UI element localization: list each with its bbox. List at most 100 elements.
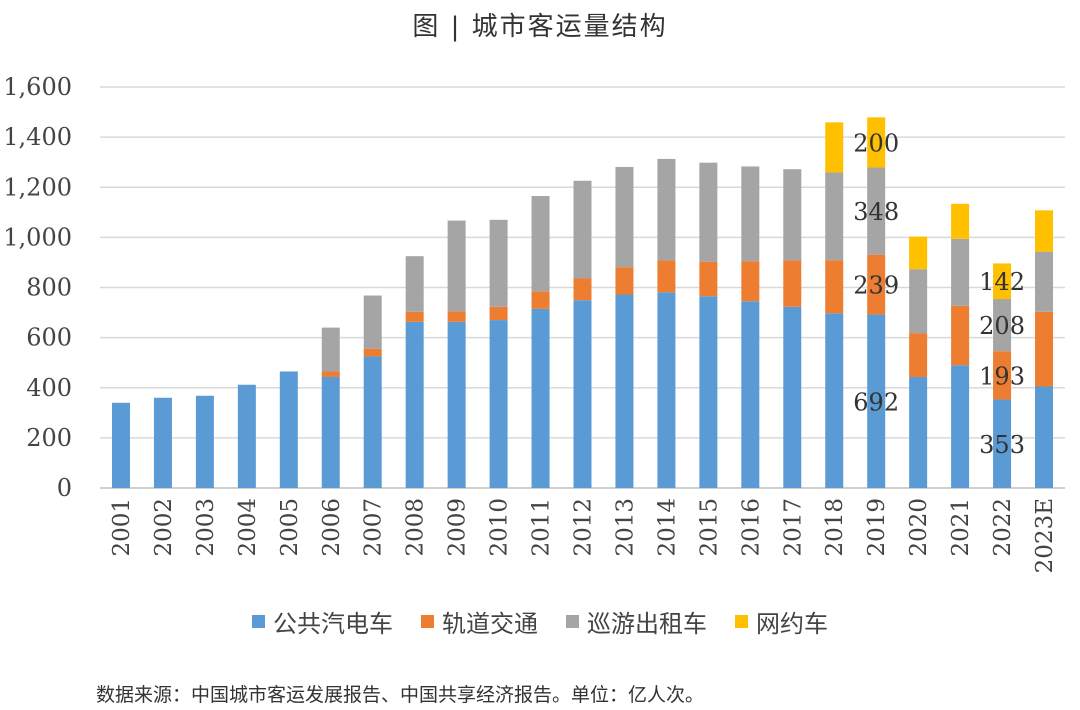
bar-segment-bus bbox=[867, 314, 886, 488]
bar-segment-rail bbox=[1035, 311, 1054, 387]
chart-title: 图 | 城市客运量结构 bbox=[412, 12, 668, 42]
data-label: 348 bbox=[853, 198, 899, 226]
x-tick-label: 2006 bbox=[319, 498, 345, 557]
bar-segment-rail bbox=[531, 291, 550, 309]
x-tick-label: 2004 bbox=[235, 498, 261, 557]
bar-segment-taxi bbox=[993, 299, 1012, 352]
bar-segment-bus bbox=[909, 376, 928, 488]
bar-segment-rail bbox=[615, 267, 634, 295]
y-tick-label: 800 bbox=[26, 274, 72, 302]
bar-segment-taxi bbox=[657, 158, 676, 261]
x-tick-label: 2018 bbox=[822, 498, 848, 557]
legend-item-ridehail: 网约车 bbox=[735, 604, 828, 639]
bar-segment-taxi bbox=[531, 196, 550, 292]
data-label: 193 bbox=[979, 362, 1025, 390]
data-label: 692 bbox=[853, 388, 899, 416]
x-tick-label: 2023E bbox=[1032, 498, 1058, 573]
data-label: 208 bbox=[979, 312, 1025, 340]
bar-segment-ridehail bbox=[1035, 210, 1054, 252]
bar-segment-taxi bbox=[867, 167, 886, 255]
bar-segment-bus bbox=[447, 321, 466, 488]
x-tick-label: 2012 bbox=[571, 498, 597, 557]
bar-segment-rail bbox=[741, 261, 760, 302]
bar-segment-rail bbox=[783, 260, 802, 307]
bar-segment-bus bbox=[615, 294, 634, 488]
bar-segment-rail bbox=[867, 254, 886, 315]
x-tick-label: 2017 bbox=[780, 498, 806, 557]
bar-segment-bus bbox=[195, 395, 214, 488]
y-tick-label: 1,400 bbox=[3, 123, 72, 151]
data-label: 142 bbox=[979, 268, 1025, 296]
data-label: 353 bbox=[979, 431, 1025, 459]
bar-segment-bus bbox=[153, 397, 172, 488]
bar-segment-taxi bbox=[489, 219, 508, 307]
legend-label-rail: 轨道交通 bbox=[442, 610, 538, 638]
bar-segment-rail bbox=[447, 311, 466, 322]
chart-legend: 公共汽电车 轨道交通 巡游出租车 网约车 bbox=[0, 604, 1080, 639]
bar-segment-bus bbox=[993, 399, 1012, 488]
y-tick-label: 400 bbox=[26, 374, 72, 402]
bar-segment-taxi bbox=[699, 162, 718, 262]
y-tick-label: 1,600 bbox=[3, 73, 72, 101]
data-label: 239 bbox=[853, 272, 899, 300]
bar-segment-bus bbox=[237, 384, 256, 488]
bar-segment-bus bbox=[573, 300, 592, 488]
bar-segment-rail bbox=[363, 348, 382, 357]
legend-swatch-ridehail bbox=[735, 615, 748, 628]
bar-segment-rail bbox=[573, 278, 592, 301]
bar-segment-taxi bbox=[405, 256, 424, 312]
bar-segment-ridehail bbox=[951, 203, 970, 239]
bar-segment-taxi bbox=[783, 169, 802, 261]
bar-segment-bus bbox=[321, 376, 340, 488]
bar-segment-bus bbox=[405, 321, 424, 488]
bar-segment-rail bbox=[657, 260, 676, 293]
bar-segment-taxi bbox=[909, 269, 928, 334]
bar-segment-taxi bbox=[363, 295, 382, 349]
bar-segment-bus bbox=[657, 292, 676, 488]
x-tick-label: 2016 bbox=[738, 498, 764, 557]
y-tick-label: 200 bbox=[26, 424, 72, 452]
bar-segment-taxi bbox=[825, 172, 844, 261]
legend-swatch-taxi bbox=[566, 615, 579, 628]
bar-segment-ridehail bbox=[867, 117, 886, 168]
bar-segment-rail bbox=[489, 306, 508, 321]
x-tick-label: 2015 bbox=[696, 498, 722, 557]
x-tick-label: 2014 bbox=[654, 498, 680, 557]
legend-swatch-bus bbox=[252, 615, 265, 628]
bar-segment-bus bbox=[279, 371, 298, 488]
y-tick-label: 600 bbox=[26, 324, 72, 352]
bar-segment-rail bbox=[993, 351, 1012, 400]
x-tick-label: 2010 bbox=[487, 498, 513, 557]
bar-segment-taxi bbox=[1035, 251, 1054, 312]
legend-item-rail: 轨道交通 bbox=[421, 604, 538, 639]
bar-segment-rail bbox=[321, 371, 340, 377]
x-tick-label: 2003 bbox=[193, 498, 219, 557]
bar-segment-rail bbox=[405, 311, 424, 322]
bar-segment-rail bbox=[951, 305, 970, 366]
bar-segment-rail bbox=[909, 333, 928, 377]
legend-swatch-rail bbox=[421, 615, 434, 628]
bar-segment-bus bbox=[951, 365, 970, 488]
x-tick-label: 2021 bbox=[948, 498, 974, 557]
x-tick-label: 2013 bbox=[612, 498, 638, 557]
legend-item-taxi: 巡游出租车 bbox=[566, 604, 707, 639]
x-tick-label: 2008 bbox=[403, 498, 429, 557]
legend-label-bus: 公共汽电车 bbox=[273, 610, 393, 638]
x-tick-label: 2011 bbox=[529, 498, 555, 557]
bar-segment-ridehail bbox=[909, 236, 928, 270]
source-note: 数据来源：中国城市客运发展报告、中国共享经济报告。单位：亿人次。 bbox=[96, 684, 705, 706]
legend-item-bus: 公共汽电车 bbox=[252, 604, 393, 639]
bar-segment-bus bbox=[111, 402, 130, 488]
bar-segment-rail bbox=[825, 260, 844, 314]
bar-segment-taxi bbox=[951, 238, 970, 306]
x-tick-label: 2019 bbox=[864, 498, 890, 557]
data-label: 200 bbox=[853, 129, 899, 157]
bar-segment-rail bbox=[699, 261, 718, 297]
x-tick-label: 2005 bbox=[277, 498, 303, 557]
bar-segment-bus bbox=[363, 356, 382, 488]
y-tick-label: 1,200 bbox=[3, 173, 72, 201]
bar-segment-bus bbox=[741, 301, 760, 488]
bar-segment-taxi bbox=[447, 220, 466, 312]
x-tick-label: 2022 bbox=[990, 498, 1016, 557]
bar-segment-bus bbox=[1035, 386, 1054, 488]
